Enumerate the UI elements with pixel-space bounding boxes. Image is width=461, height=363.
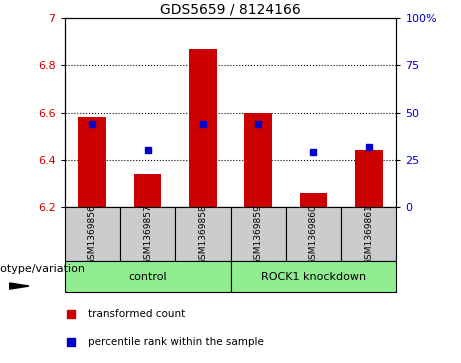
- Text: GSM1369859: GSM1369859: [254, 204, 263, 265]
- Text: GSM1369856: GSM1369856: [88, 204, 97, 265]
- Bar: [134, 174, 161, 207]
- Bar: [65, 261, 230, 292]
- Bar: [355, 150, 383, 207]
- Bar: [341, 207, 396, 261]
- Bar: [300, 193, 327, 207]
- Bar: [175, 207, 230, 261]
- Bar: [230, 261, 396, 292]
- Bar: [286, 207, 341, 261]
- Text: GSM1369861: GSM1369861: [364, 204, 373, 265]
- Bar: [189, 49, 217, 207]
- Text: transformed count: transformed count: [88, 309, 185, 319]
- Text: ROCK1 knockdown: ROCK1 knockdown: [261, 272, 366, 282]
- Text: GSM1369858: GSM1369858: [198, 204, 207, 265]
- Title: GDS5659 / 8124166: GDS5659 / 8124166: [160, 3, 301, 17]
- Polygon shape: [10, 283, 29, 289]
- Bar: [230, 207, 286, 261]
- Bar: [65, 207, 120, 261]
- Text: genotype/variation: genotype/variation: [0, 264, 85, 274]
- Text: GSM1369860: GSM1369860: [309, 204, 318, 265]
- Bar: [120, 207, 175, 261]
- Text: percentile rank within the sample: percentile rank within the sample: [88, 337, 264, 347]
- Text: GSM1369857: GSM1369857: [143, 204, 152, 265]
- Text: control: control: [128, 272, 167, 282]
- Bar: [78, 117, 106, 207]
- Bar: [244, 113, 272, 207]
